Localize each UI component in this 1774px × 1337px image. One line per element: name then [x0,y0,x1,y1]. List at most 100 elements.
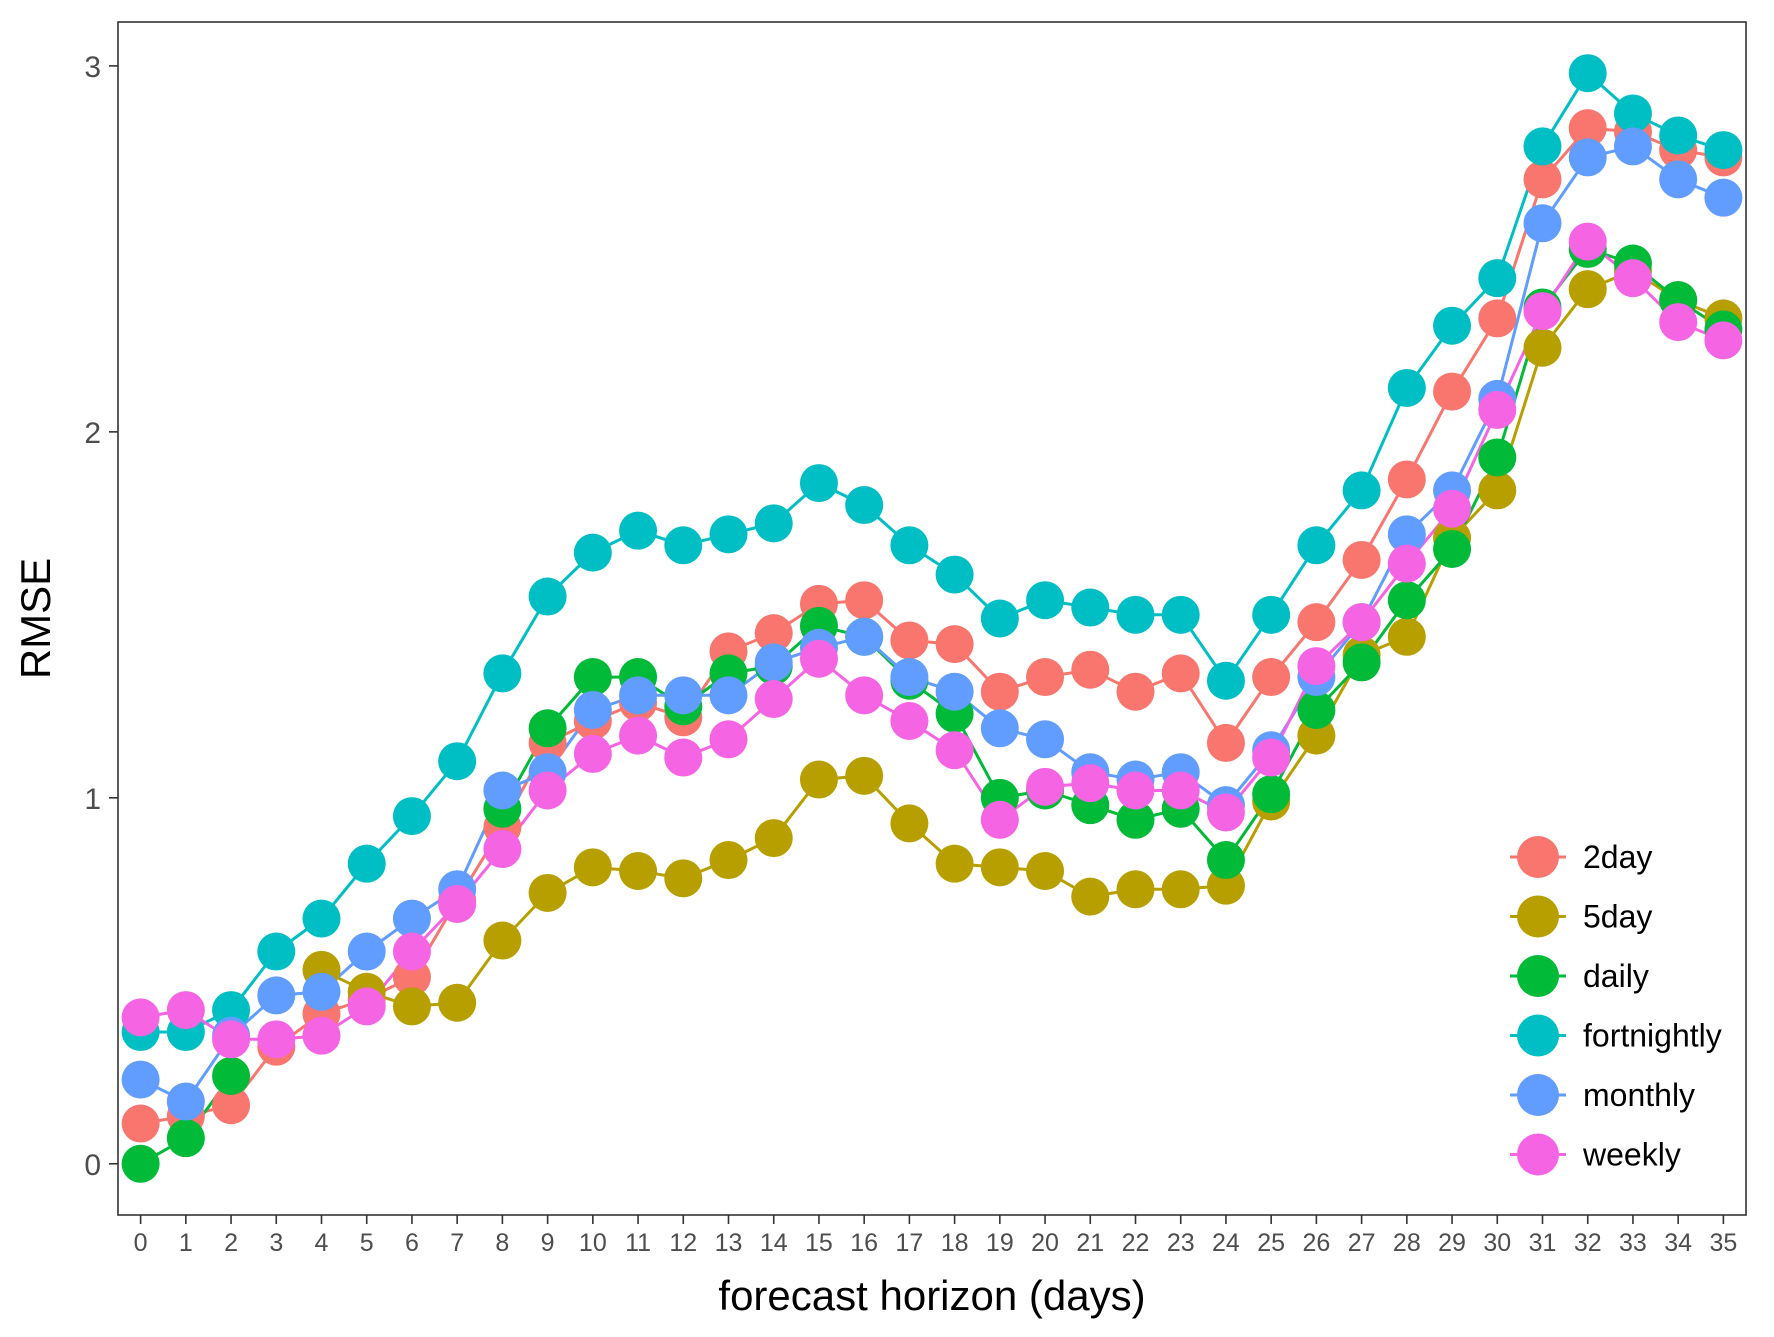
data-point-5day [1568,270,1607,309]
data-point-daily [1478,438,1517,477]
data-point-5day [1116,870,1155,909]
data-point-weekly [935,731,974,770]
legend-item-2day: 2day [1510,836,1652,878]
data-point-fortnightly [799,464,838,503]
data-point-5day [483,921,522,960]
data-point-monthly [619,676,658,715]
data-point-weekly [1613,259,1652,298]
data-point-2day [1433,372,1472,411]
data-point-fortnightly [1026,581,1065,620]
x-axis-title: forecast horizon (days) [718,1272,1145,1319]
data-point-weekly [1478,390,1517,429]
data-point-weekly [302,1016,341,1055]
data-point-daily [573,658,612,697]
data-point-weekly [1252,738,1291,777]
legend-item-weekly: weekly [1510,1133,1681,1176]
data-point-fortnightly [1659,116,1698,155]
data-point-weekly [1071,764,1110,803]
data-point-fortnightly [1161,595,1200,634]
data-point-fortnightly [347,844,386,883]
data-point-weekly [438,884,477,923]
y-tick-label: 1 [84,783,101,816]
data-point-fortnightly [573,533,612,572]
legend-key-point [1517,1133,1559,1176]
data-point-fortnightly [1523,127,1562,166]
data-point-2day [1387,460,1426,499]
data-point-monthly [1704,178,1743,217]
data-point-2day [1116,672,1155,711]
legend-label: 5day [1583,899,1652,935]
data-point-weekly [890,701,929,740]
data-point-fortnightly [1116,595,1155,634]
data-point-5day [1478,471,1517,510]
data-point-daily [1116,800,1155,839]
x-tick-label: 22 [1122,1229,1150,1257]
data-point-daily [1206,841,1245,880]
data-point-daily [528,709,567,748]
legend-label: 2day [1583,839,1652,875]
data-point-weekly [1704,321,1743,360]
data-point-5day [1161,870,1200,909]
data-point-fortnightly [1704,131,1743,170]
data-point-5day [754,819,793,858]
data-point-5day [845,756,884,795]
data-point-fortnightly [483,654,522,693]
legend-label: daily [1583,958,1649,994]
data-point-2day [1071,650,1110,689]
legend: 2day 5day daily fortnightly monthly weekly [1510,836,1722,1176]
data-point-monthly [392,899,431,938]
legend-key-point [1517,1014,1559,1057]
legend-item-monthly: monthly [1510,1074,1695,1116]
x-tick-label: 8 [495,1229,509,1257]
x-tick-label: 29 [1438,1229,1466,1257]
data-point-5day [709,841,748,880]
data-point-weekly [754,680,793,719]
data-point-monthly [1387,515,1426,554]
data-point-2day [845,581,884,620]
series-layer [121,54,1743,1183]
data-point-fortnightly [1387,368,1426,407]
x-tick-label: 0 [134,1229,148,1257]
data-point-5day [664,859,703,898]
data-point-weekly [799,639,838,678]
data-point-fortnightly [709,515,748,554]
x-axis: 0 1 2 3 4 5 6 7 8 9 10 11 12 13 14 15 16 17 18 19 20 21 22 23 24… [134,1215,1737,1257]
data-point-5day [980,848,1019,887]
x-tick-label: 4 [315,1229,329,1257]
data-point-weekly [845,676,884,715]
data-point-2day [1161,654,1200,693]
data-point-weekly [392,932,431,971]
data-point-weekly [212,1020,251,1059]
y-tick-label: 0 [84,1149,101,1182]
data-point-fortnightly [754,504,793,543]
data-point-monthly [257,976,296,1015]
y-tick-label: 3 [84,51,101,84]
x-tick-label: 16 [850,1229,878,1257]
data-point-weekly [1026,767,1065,806]
data-point-weekly [1297,647,1336,686]
data-point-weekly [1387,544,1426,583]
data-point-fortnightly [392,797,431,836]
data-point-monthly [664,676,703,715]
data-point-fortnightly [664,526,703,565]
legend-item-5day: 5day [1510,895,1652,938]
data-point-5day [1026,852,1065,891]
data-point-monthly [1613,127,1652,166]
data-point-monthly [483,771,522,810]
x-tick-label: 19 [986,1229,1014,1257]
data-point-fortnightly [257,932,296,971]
x-tick-label: 18 [941,1229,969,1257]
data-point-5day [619,852,658,891]
data-point-monthly [1659,160,1698,199]
data-point-monthly [347,932,386,971]
data-point-monthly [573,690,612,729]
data-point-5day [799,760,838,799]
data-point-fortnightly [1613,94,1652,133]
data-point-weekly [1161,771,1200,810]
x-tick-label: 24 [1212,1229,1240,1257]
data-point-monthly [121,1060,160,1099]
data-point-5day [1071,877,1110,916]
data-point-2day [1026,658,1065,697]
data-point-fortnightly [935,555,974,594]
